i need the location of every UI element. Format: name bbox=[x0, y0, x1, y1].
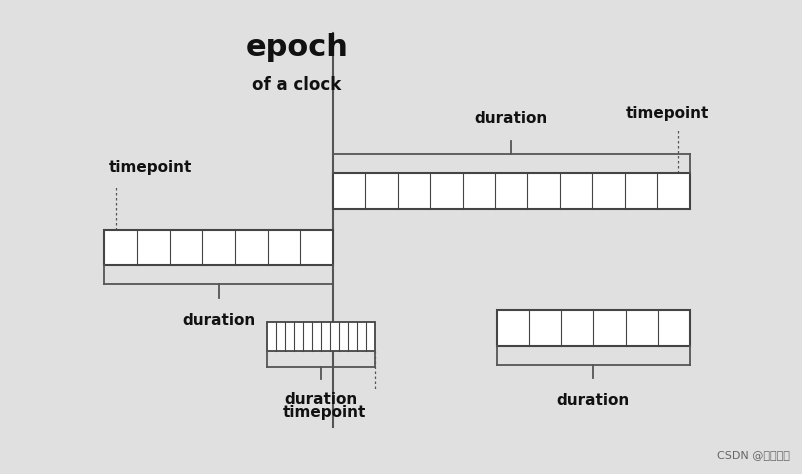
Text: timepoint: timepoint bbox=[283, 405, 367, 420]
Text: duration: duration bbox=[475, 110, 548, 126]
Bar bbox=[497, 310, 690, 346]
Text: epoch: epoch bbox=[245, 33, 348, 62]
Text: timepoint: timepoint bbox=[626, 106, 709, 121]
Text: of a clock: of a clock bbox=[252, 76, 342, 94]
Text: duration: duration bbox=[557, 393, 630, 409]
Text: CSDN @南城小馆: CSDN @南城小馆 bbox=[717, 450, 790, 460]
Bar bbox=[104, 230, 333, 265]
Bar bbox=[333, 173, 690, 209]
Text: duration: duration bbox=[285, 392, 358, 407]
Bar bbox=[267, 322, 375, 351]
Text: duration: duration bbox=[182, 313, 255, 328]
Text: timepoint: timepoint bbox=[108, 160, 192, 175]
